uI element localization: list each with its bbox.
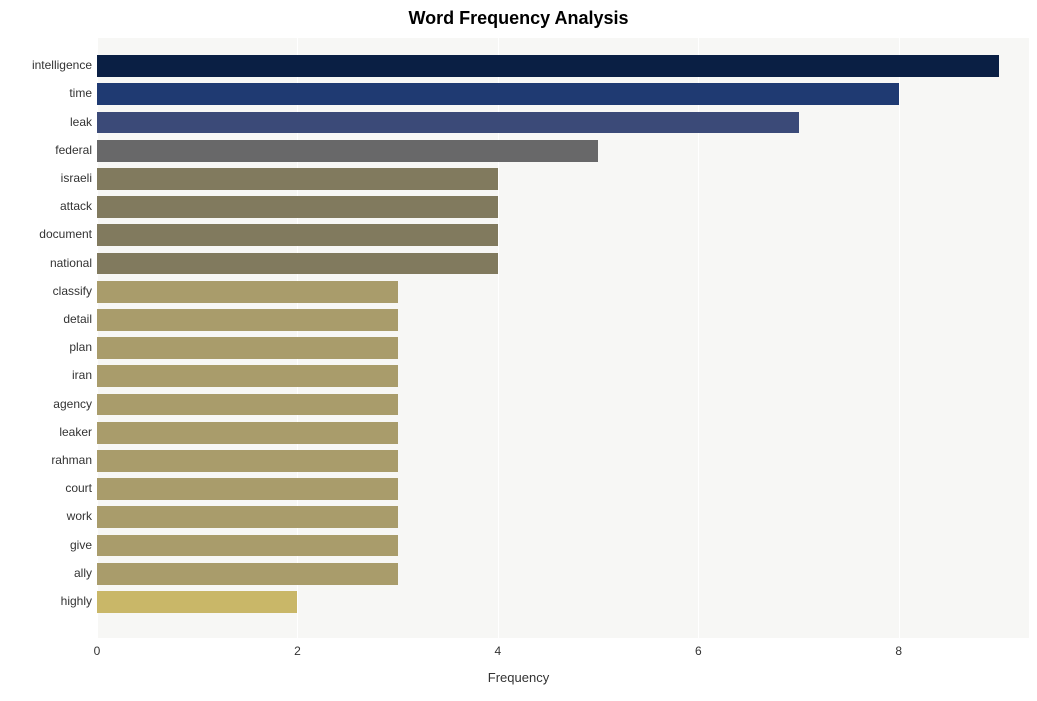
bar xyxy=(97,83,899,105)
bar xyxy=(97,112,799,134)
y-tick-label: highly xyxy=(2,594,92,608)
y-tick-label: israeli xyxy=(2,171,92,185)
y-tick-label: rahman xyxy=(2,453,92,467)
bar xyxy=(97,309,398,331)
bar xyxy=(97,535,398,557)
y-tick-label: court xyxy=(2,481,92,495)
x-tick-label: 6 xyxy=(683,644,713,658)
bar xyxy=(97,394,398,416)
bar xyxy=(97,168,498,190)
x-tick-label: 2 xyxy=(282,644,312,658)
bar xyxy=(97,365,398,387)
plot-area xyxy=(97,38,1029,638)
bar xyxy=(97,450,398,472)
x-tick-label: 4 xyxy=(483,644,513,658)
y-tick-label: classify xyxy=(2,284,92,298)
y-tick-label: national xyxy=(2,256,92,270)
y-tick-label: work xyxy=(2,509,92,523)
y-tick-label: time xyxy=(2,86,92,100)
chart-title: Word Frequency Analysis xyxy=(0,8,1037,29)
bar xyxy=(97,478,398,500)
y-tick-label: iran xyxy=(2,368,92,382)
bar xyxy=(97,591,297,613)
bar xyxy=(97,253,498,275)
x-tick-label: 8 xyxy=(884,644,914,658)
y-tick-label: detail xyxy=(2,312,92,326)
bar xyxy=(97,140,598,162)
y-tick-label: leaker xyxy=(2,425,92,439)
bar xyxy=(97,281,398,303)
y-tick-label: document xyxy=(2,227,92,241)
bar xyxy=(97,506,398,528)
bar xyxy=(97,337,398,359)
y-tick-label: ally xyxy=(2,566,92,580)
bar xyxy=(97,196,498,218)
y-tick-label: federal xyxy=(2,143,92,157)
x-tick-label: 0 xyxy=(82,644,112,658)
y-tick-label: leak xyxy=(2,115,92,129)
y-tick-label: intelligence xyxy=(2,58,92,72)
x-axis-title: Frequency xyxy=(0,670,1037,685)
y-tick-label: plan xyxy=(2,340,92,354)
bar xyxy=(97,563,398,585)
y-tick-label: agency xyxy=(2,397,92,411)
y-tick-label: attack xyxy=(2,199,92,213)
y-tick-label: give xyxy=(2,538,92,552)
bar xyxy=(97,55,999,77)
gridline xyxy=(899,38,900,638)
bar xyxy=(97,224,498,246)
bar xyxy=(97,422,398,444)
